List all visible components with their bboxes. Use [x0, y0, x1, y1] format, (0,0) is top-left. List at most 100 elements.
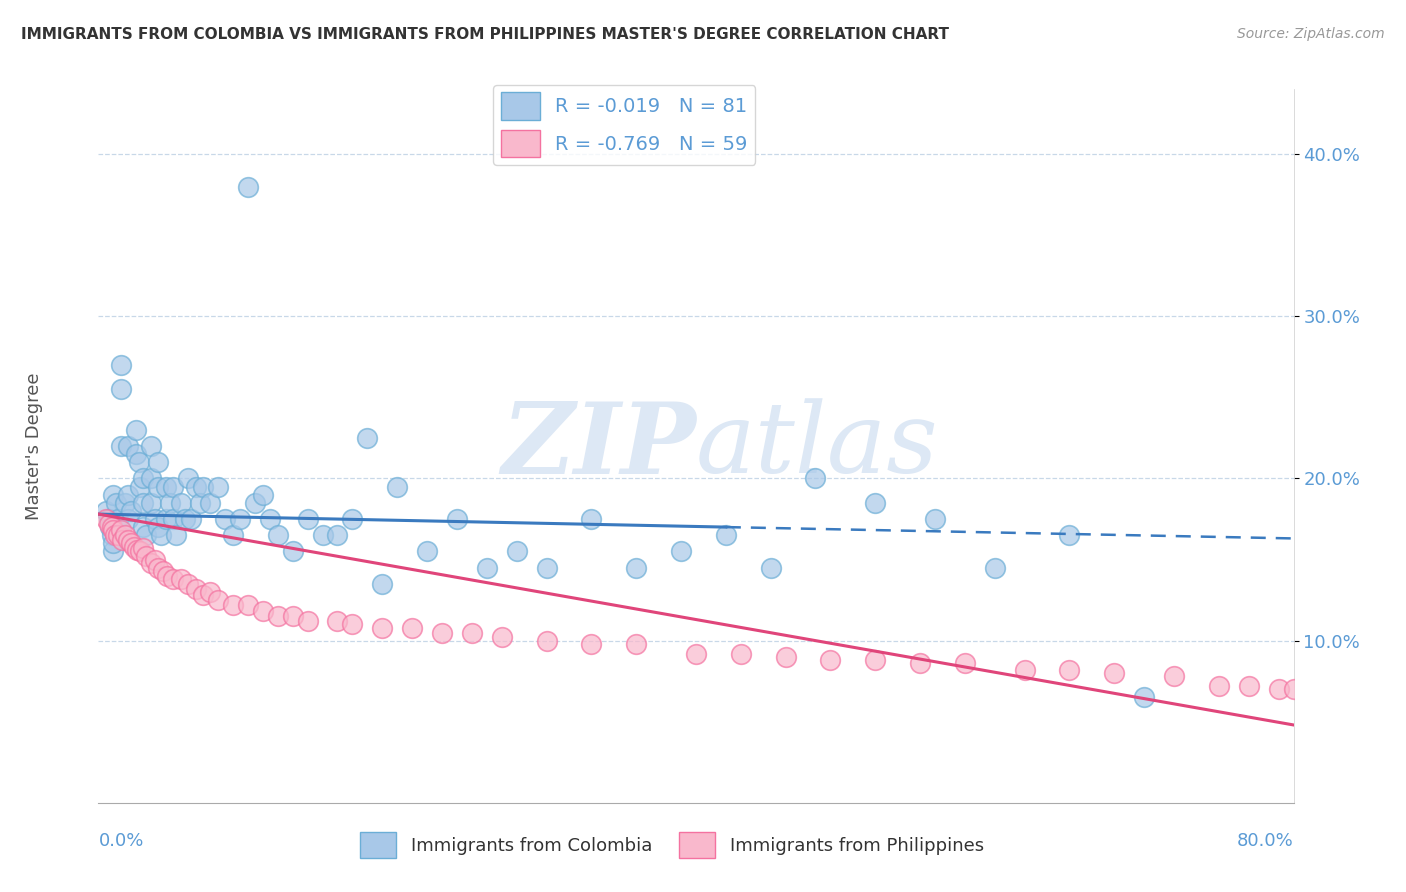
Point	[281, 544, 304, 558]
Point	[162, 512, 184, 526]
Point	[342, 512, 364, 526]
Point	[200, 496, 222, 510]
Point	[117, 512, 139, 526]
Point	[180, 512, 202, 526]
Point	[207, 479, 229, 493]
Point	[191, 588, 214, 602]
Point	[98, 520, 122, 534]
Point	[139, 496, 162, 510]
Point	[129, 479, 152, 493]
Point	[94, 504, 117, 518]
Point	[461, 625, 484, 640]
Point	[125, 447, 148, 461]
Point	[385, 479, 409, 493]
Point	[177, 471, 200, 485]
Point	[804, 471, 827, 485]
Point	[252, 488, 274, 502]
Point	[200, 585, 222, 599]
Point	[775, 649, 797, 664]
Point	[117, 439, 139, 453]
Point	[132, 541, 155, 556]
Point	[159, 496, 181, 510]
Point	[685, 647, 707, 661]
Point	[491, 631, 513, 645]
Point	[139, 439, 162, 453]
Point	[245, 496, 267, 510]
Point	[135, 528, 157, 542]
Point	[128, 455, 150, 469]
Point	[214, 512, 236, 526]
Point	[297, 614, 319, 628]
Point	[1163, 669, 1185, 683]
Point	[107, 512, 129, 526]
Point	[188, 496, 211, 510]
Point	[110, 382, 132, 396]
Text: atlas: atlas	[696, 399, 939, 493]
Point	[132, 496, 155, 510]
Point	[125, 423, 148, 437]
Point	[229, 512, 252, 526]
Point	[169, 496, 191, 510]
Point	[953, 657, 976, 671]
Point	[1133, 690, 1156, 705]
Point	[143, 512, 166, 526]
Point	[207, 593, 229, 607]
Point	[191, 479, 214, 493]
Point	[416, 544, 439, 558]
Text: IMMIGRANTS FROM COLOMBIA VS IMMIGRANTS FROM PHILIPPINES MASTER'S DEGREE CORRELAT: IMMIGRANTS FROM COLOMBIA VS IMMIGRANTS F…	[21, 27, 949, 42]
Point	[1282, 682, 1305, 697]
Point	[342, 617, 364, 632]
Point	[143, 552, 166, 566]
Point	[156, 568, 179, 582]
Point	[924, 512, 946, 526]
Point	[536, 633, 558, 648]
Point	[984, 560, 1007, 574]
Point	[94, 512, 117, 526]
Point	[820, 653, 842, 667]
Point	[759, 560, 782, 574]
Point	[114, 528, 136, 542]
Point	[135, 549, 157, 564]
Point	[101, 528, 124, 542]
Point	[148, 479, 170, 493]
Point	[110, 358, 132, 372]
Point	[148, 455, 170, 469]
Point	[177, 577, 200, 591]
Point	[326, 528, 349, 542]
Point	[1208, 679, 1230, 693]
Point	[311, 528, 333, 542]
Point	[371, 577, 394, 591]
Point	[152, 564, 174, 578]
Point	[101, 520, 124, 534]
Point	[865, 496, 887, 510]
Point	[401, 621, 423, 635]
Point	[730, 647, 752, 661]
Point	[267, 528, 290, 542]
Point	[1104, 666, 1126, 681]
Point	[184, 582, 207, 596]
Point	[908, 657, 931, 671]
Point	[865, 653, 887, 667]
Point	[132, 471, 155, 485]
Text: Source: ZipAtlas.com: Source: ZipAtlas.com	[1237, 27, 1385, 41]
Text: 80.0%: 80.0%	[1237, 831, 1294, 849]
Point	[139, 556, 162, 570]
Point	[475, 560, 498, 574]
Point	[1059, 663, 1081, 677]
Point	[111, 533, 134, 547]
Point	[165, 528, 187, 542]
Point	[669, 544, 692, 558]
Legend: Immigrants from Colombia, Immigrants from Philippines: Immigrants from Colombia, Immigrants fro…	[353, 825, 991, 865]
Point	[184, 479, 207, 493]
Point	[117, 533, 139, 547]
Point	[259, 512, 281, 526]
Point	[222, 528, 245, 542]
Point	[104, 528, 127, 542]
Point	[356, 431, 378, 445]
Point	[1267, 682, 1289, 697]
Point	[297, 512, 319, 526]
Point	[129, 544, 152, 558]
Point	[110, 439, 132, 453]
Point	[236, 598, 259, 612]
Point	[267, 609, 290, 624]
